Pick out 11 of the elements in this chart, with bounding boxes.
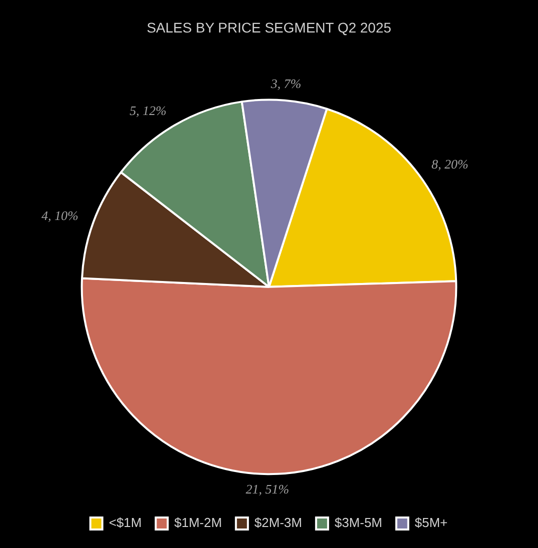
chart-title: SALES BY PRICE SEGMENT Q2 2025 [146, 19, 392, 36]
data-label: 4, 10% [41, 208, 78, 224]
data-label: 8, 20% [432, 156, 469, 172]
legend-label: $2M-3M [254, 515, 302, 530]
data-label: 5, 12% [130, 102, 167, 118]
data-label: 21, 51% [246, 482, 290, 497]
legend-label: <$1M [108, 515, 142, 530]
data-label: 3, 7% [270, 76, 302, 91]
legend-label: $1M-2M [174, 515, 222, 530]
legend-label: $3M-5M [334, 515, 382, 530]
legend-label: $5M+ [414, 515, 448, 530]
